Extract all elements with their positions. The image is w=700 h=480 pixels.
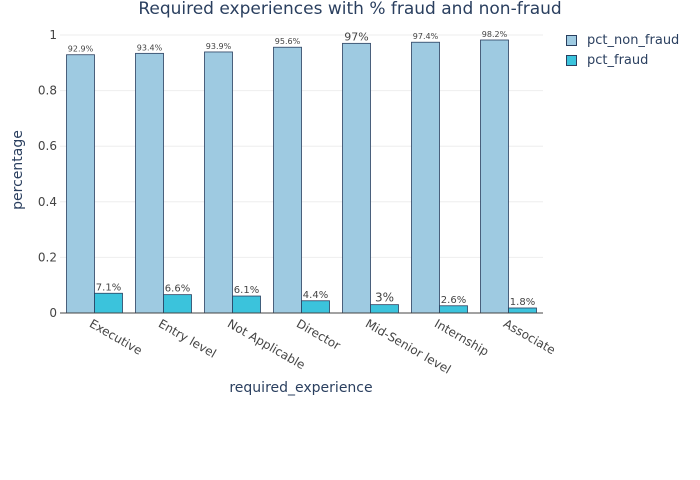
bar-value-label: 7.1%	[96, 282, 121, 293]
bar-value-label: 97%	[344, 30, 368, 43]
legend-swatch-non-fraud	[566, 34, 577, 46]
bar-value-labels: 92.9% 7.1% 93.4% 6.6% 93.9% 6.1% 95.6% 4.4% 97% 3…	[68, 30, 535, 308]
x-tick-label: Internship	[432, 316, 491, 358]
bar-pct_fraud[interactable]	[508, 307, 537, 314]
chart-title: Required experiences with % fraud and no…	[138, 0, 561, 19]
x-tick-label: Entry level	[156, 316, 219, 360]
legend-swatch-fraud	[566, 54, 577, 66]
bar-value-label: 95.6%	[275, 37, 301, 46]
bar-pct_fraud[interactable]	[370, 304, 399, 314]
legend-label: pct_non_fraud	[587, 32, 680, 48]
y-tick-label: 1	[49, 28, 57, 42]
bar-pct_fraud[interactable]	[301, 300, 330, 314]
bar-value-label: 93.4%	[137, 43, 163, 52]
bar-pct_non_fraud[interactable]	[135, 52, 164, 314]
bar-value-label: 97.4%	[413, 32, 439, 41]
legend-label: pct_fraud	[587, 52, 649, 68]
bar-value-label: 1.8%	[510, 297, 535, 308]
bar-pct_non_fraud[interactable]	[66, 54, 95, 314]
bar-value-label: 2.6%	[441, 295, 466, 306]
legend-item-non-fraud[interactable]: pct_non_fraud	[566, 30, 679, 50]
legend: pct_non_fraud pct_fraud	[566, 30, 679, 70]
y-axis-ticks: 0 0.2 0.4 0.6 0.8 1	[38, 28, 57, 320]
bar-value-label: 6.6%	[165, 284, 190, 295]
y-tick-label: 0.2	[38, 250, 57, 264]
bar-pct_non_fraud[interactable]	[204, 51, 233, 314]
bar-value-label: 3%	[375, 291, 394, 305]
bar-value-label: 93.9%	[206, 42, 232, 51]
bar-pct_fraud[interactable]	[232, 295, 261, 314]
x-axis-label: required_experience	[229, 380, 372, 396]
bar-value-label: 4.4%	[303, 290, 328, 301]
bar-pct_fraud[interactable]	[163, 294, 192, 314]
y-tick-label: 0.4	[38, 195, 57, 209]
bar-pct_non_fraud[interactable]	[411, 41, 440, 314]
bar-pct_fraud[interactable]	[439, 305, 468, 314]
x-tick-label: Director	[294, 316, 343, 352]
x-tick-label: Associate	[501, 316, 558, 357]
y-tick-label: 0.6	[38, 139, 57, 153]
legend-item-fraud[interactable]: pct_fraud	[566, 50, 679, 70]
y-tick-label: 0	[49, 306, 57, 320]
y-tick-label: 0.8	[38, 84, 57, 98]
bar-pct_non_fraud[interactable]	[480, 39, 509, 314]
bar-pct_non_fraud[interactable]	[273, 46, 302, 314]
y-axis-label: percentage	[10, 130, 26, 210]
bar-pct_non_fraud[interactable]	[342, 42, 371, 314]
bar-value-label: 92.9%	[68, 45, 94, 54]
bar-value-label: 6.1%	[234, 285, 259, 296]
x-tick-label: Executive	[87, 316, 145, 357]
bar-value-label: 98.2%	[482, 30, 508, 39]
bar-pct_fraud[interactable]	[94, 292, 123, 314]
bars	[66, 39, 537, 314]
x-axis-ticks: Executive Entry level Not ApplicableDirect…	[87, 316, 558, 376]
